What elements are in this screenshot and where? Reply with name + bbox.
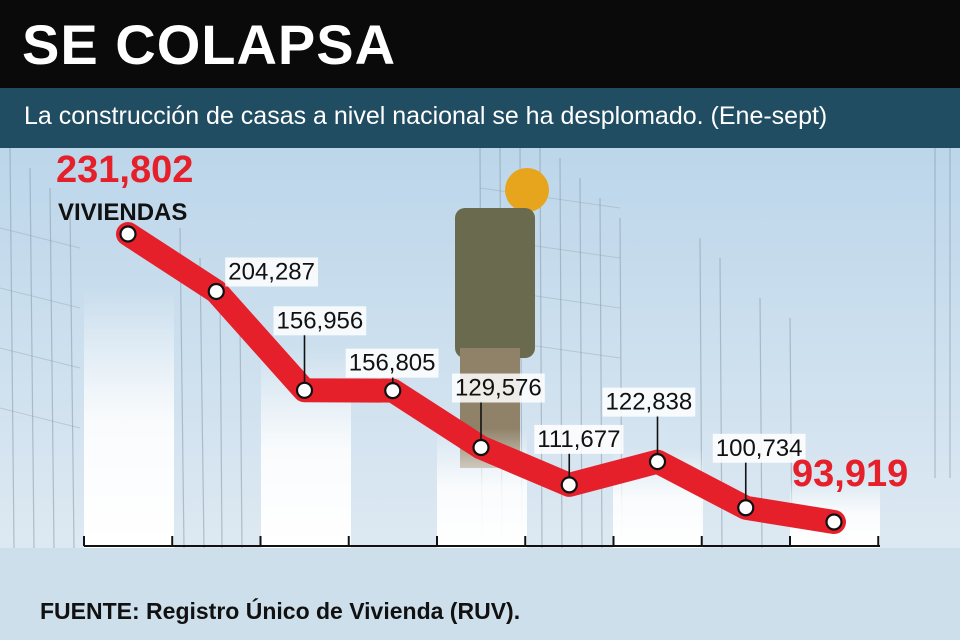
data-label: 156,956	[277, 307, 364, 334]
data-label: 111,677	[537, 426, 620, 453]
title-bar	[0, 0, 960, 88]
data-label: 156,805	[349, 350, 436, 377]
chart-subtitle: La construcción de casas a nivel naciona…	[24, 102, 828, 130]
subtitle-bar	[0, 88, 960, 148]
data-point	[384, 382, 402, 400]
data-point	[472, 438, 490, 457]
data-label: 100,734	[716, 435, 803, 462]
data-label-bg	[345, 348, 439, 378]
x-axis-ticks	[83, 536, 880, 546]
chart-background-svg	[0, 148, 960, 548]
footer-bar	[0, 548, 960, 640]
data-label-bg	[602, 387, 696, 417]
data-point	[560, 476, 578, 494]
data-label: 129,576	[455, 375, 542, 402]
data-points	[119, 225, 843, 531]
data-label-bg	[534, 424, 624, 454]
data-point	[648, 452, 667, 471]
data-point	[825, 513, 843, 531]
source-note: FUENTE: Registro Único de Vivienda (RUV)…	[40, 598, 521, 624]
data-label-bg	[712, 433, 806, 463]
data-label-bg	[452, 373, 545, 403]
data-label: 204,287	[228, 258, 315, 285]
data-label: 122,838	[606, 389, 693, 416]
data-label-bg	[273, 306, 367, 336]
data-label: 93,919	[792, 453, 908, 495]
chart-background	[0, 148, 960, 548]
data-label: 231,802	[56, 149, 193, 191]
data-label-bg	[225, 257, 319, 287]
data-point	[295, 381, 314, 399]
chart-title: SE COLAPSA	[22, 13, 397, 76]
unit-annotation: VIVIENDAS	[58, 199, 187, 226]
data-labels: 231,802 204,287 156,956 156,805 129,576 111,6…	[56, 149, 908, 495]
data-point	[119, 225, 137, 243]
data-point	[207, 282, 225, 301]
data-point	[737, 499, 755, 517]
